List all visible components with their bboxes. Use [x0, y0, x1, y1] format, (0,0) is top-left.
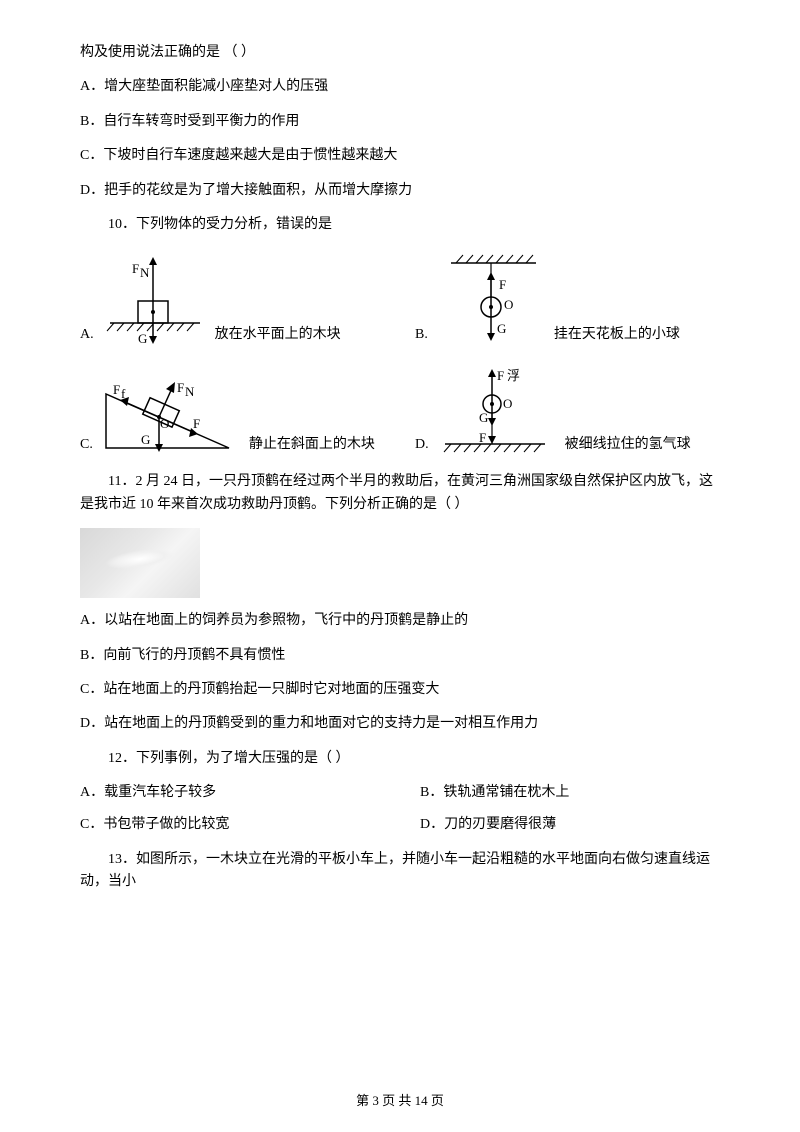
svg-text:G: G [497, 321, 506, 336]
q11-stem: 11．2 月 24 日，一只丹顶鹤在经过两个半月的救助后，在黄河三角洲国家级自然… [80, 471, 720, 516]
q10-option-c: C. O FN F [80, 366, 385, 456]
svg-text:F: F [113, 382, 120, 397]
q10-option-d: D. O [415, 366, 720, 456]
q10-a-letter: A. [80, 324, 94, 346]
svg-text:O: O [504, 297, 513, 312]
q11-option-d: D．站在地面上的丹顶鹤受到的重力和地面对它的支持力是一对相互作用力 [80, 713, 720, 735]
svg-text:N: N [185, 384, 195, 399]
q9-option-c: C．下坡时自行车速度越来越大是由于惯性越来越大 [80, 145, 720, 167]
svg-text:F: F [132, 261, 139, 276]
q11-option-c: C．站在地面上的丹顶鹤抬起一只脚时它对地面的压强变大 [80, 679, 720, 701]
q11-image [80, 528, 200, 598]
q12-option-d: D．刀的刃要磨得很薄 [420, 814, 720, 836]
page-footer: 第 3 页 共 14 页 [0, 1091, 800, 1112]
q11-option-a: A．以站在地面上的饲养员为参照物，飞行中的丹顶鹤是静止的 [80, 610, 720, 632]
q10-option-a: A. [80, 251, 385, 346]
q9-option-b: B．自行车转弯时受到平衡力的作用 [80, 111, 720, 133]
q10-c-letter: C. [80, 434, 93, 456]
q9-tail: 构及使用说法正确的是 （ ） [80, 42, 720, 64]
q10-b-letter: B. [415, 324, 428, 346]
svg-text:浮: 浮 [507, 368, 520, 383]
q9-option-a: A．增大座垫面积能减小座垫对人的压强 [80, 76, 720, 98]
exam-page: 构及使用说法正确的是 （ ） A．增大座垫面积能减小座垫对人的压强 B．自行车转… [0, 0, 800, 1132]
q10-a-diagram: FN G [102, 251, 207, 346]
q12-option-b: B．铁轨通常铺在枕木上 [420, 782, 720, 804]
q12-option-a: A．载重汽车轮子较多 [80, 782, 380, 804]
q10-c-diagram: O FN Ff F G [101, 376, 241, 456]
svg-text:G: G [138, 331, 147, 346]
q12-options: A．载重汽车轮子较多 B．铁轨通常铺在枕木上 C．书包带子做的比较宽 D．刀的刃… [80, 782, 720, 837]
q10-b-label: 挂在天花板上的小球 [554, 324, 680, 346]
q10-d-letter: D. [415, 434, 429, 456]
svg-text:F: F [193, 416, 200, 431]
q10-a-label: 放在水平面上的木块 [215, 324, 341, 346]
q10-stem: 10．下列物体的受力分析，错误的是 [80, 214, 720, 236]
q10-d-diagram: O F浮 G F [437, 366, 557, 456]
q10-options: A. [80, 251, 720, 456]
q10-c-label: 静止在斜面上的木块 [249, 434, 375, 456]
svg-text:N: N [140, 265, 150, 280]
svg-text:F: F [499, 277, 506, 292]
q11-option-b: B．向前飞行的丹顶鹤不具有惯性 [80, 645, 720, 667]
svg-text:G: G [141, 432, 150, 447]
q10-option-b: B. O [415, 251, 720, 346]
q10-d-label: 被细线拉住的氢气球 [565, 434, 691, 456]
svg-text:O: O [503, 396, 512, 411]
svg-text:F: F [497, 368, 504, 383]
q10-b-diagram: O F G [436, 251, 546, 346]
svg-text:f: f [121, 386, 126, 401]
q9-option-d: D．把手的花纹是为了增大接触面积，从而增大摩擦力 [80, 180, 720, 202]
q12-stem: 12．下列事例，为了增大压强的是（ ） [80, 748, 720, 770]
q13-stem: 13．如图所示，一木块立在光滑的平板小车上，并随小车一起沿粗糙的水平地面向右做匀… [80, 849, 720, 894]
svg-text:F: F [479, 430, 486, 445]
svg-text:G: G [479, 410, 488, 425]
svg-text:F: F [177, 380, 184, 395]
q12-option-c: C．书包带子做的比较宽 [80, 814, 380, 836]
